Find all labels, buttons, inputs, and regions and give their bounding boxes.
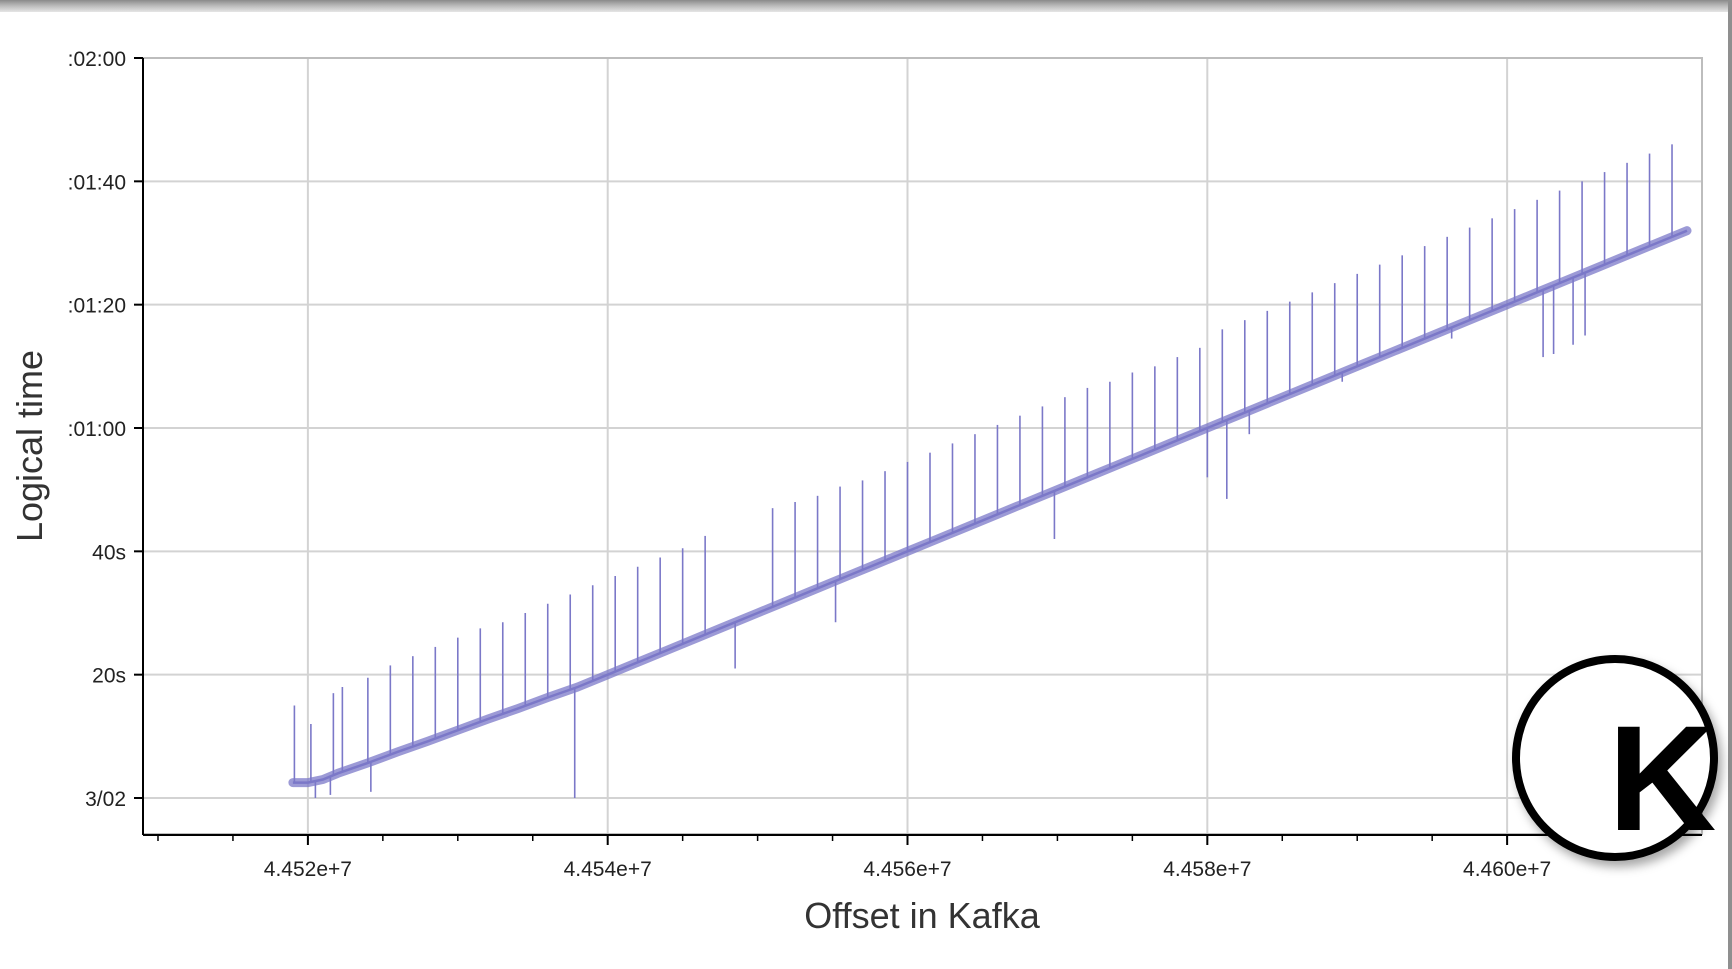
y-axis-title: Logical time (9, 350, 50, 542)
x-axis-title: Offset in Kafka (804, 895, 1040, 936)
y-tick-label-5: :01:40 (68, 171, 126, 194)
y-tick-label-3: :01:00 (68, 418, 126, 441)
y-ticks: 3/02 20s 40s :01:00 :01:20 :01:40 :02:00 (68, 48, 143, 811)
x-tick-label-0: 4.452e+7 (264, 858, 352, 881)
y-tick-label-1: 20s (92, 665, 126, 688)
plot-frame (142, 57, 1703, 835)
k-logo-badge: K (1512, 655, 1718, 861)
x-tick-label-4: 4.460e+7 (1463, 858, 1551, 881)
y-tick-label-6: :02:00 (68, 48, 126, 71)
x-tick-label-2: 4.456e+7 (863, 858, 951, 881)
y-tick-label-2: 40s (92, 541, 126, 564)
y-tick-label-0: 3/02 (85, 788, 126, 811)
k-logo-letter: K (1608, 694, 1717, 862)
y-tick-label-4: :01:20 (68, 295, 126, 318)
data-series (288, 144, 1692, 798)
x-tick-label-3: 4.458e+7 (1163, 858, 1251, 881)
right-border-strip (1728, 0, 1732, 969)
top-border-strip (0, 0, 1732, 12)
x-tick-label-1: 4.454e+7 (564, 858, 652, 881)
grid (143, 57, 1702, 835)
x-ticks: 4.452e+7 4.454e+7 4.456e+7 4.458e+7 4.460e+7 (157, 835, 1658, 881)
